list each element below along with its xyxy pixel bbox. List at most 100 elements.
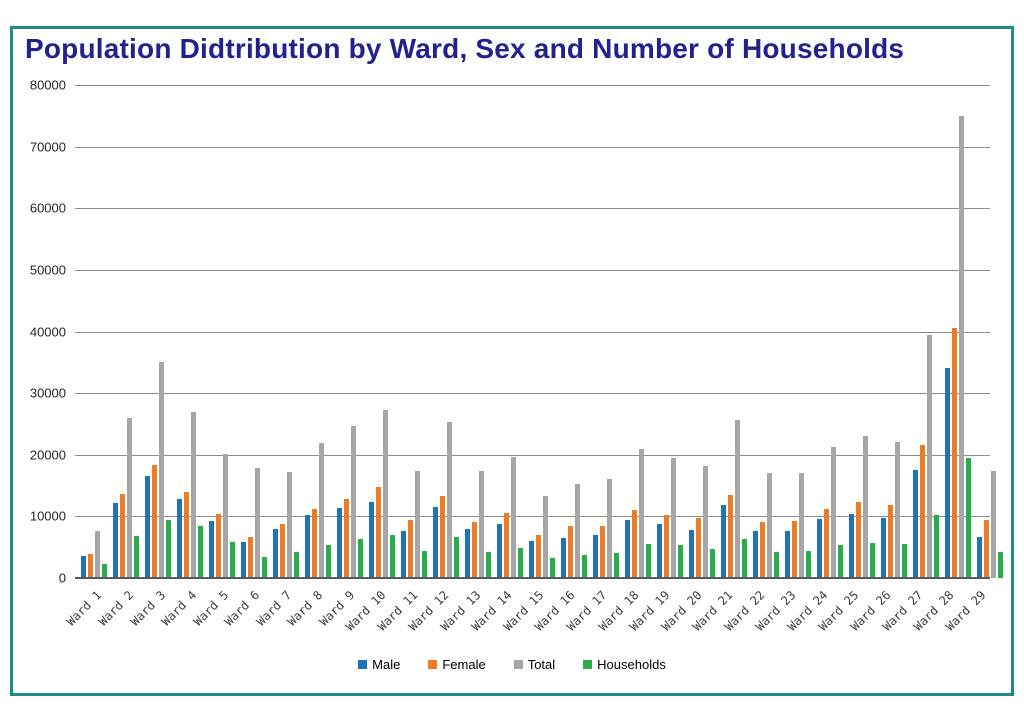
legend-item: Male: [358, 657, 400, 672]
total-bar: [255, 468, 260, 578]
female-bar: [344, 499, 349, 578]
households-bar: [134, 536, 139, 578]
y-tick-label: 0: [58, 570, 66, 586]
total-bar: [607, 479, 612, 578]
female-bar: [632, 510, 637, 578]
total-bar: [863, 436, 868, 578]
total-bar: [831, 447, 836, 578]
male-bar: [401, 531, 406, 578]
female-bar: [920, 445, 925, 578]
total-bar: [799, 473, 804, 578]
bar-series-area: [75, 85, 1003, 578]
y-tick-label: 40000: [29, 324, 66, 340]
total-bar: [735, 420, 740, 578]
total-bar: [511, 457, 516, 578]
total-bar: [383, 410, 388, 578]
male-bar: [817, 519, 822, 578]
households-bar: [678, 545, 683, 578]
total-bar: [991, 471, 996, 578]
female-bar: [664, 515, 669, 578]
female-bar: [248, 537, 253, 578]
female-bar: [184, 492, 189, 578]
households-bar: [774, 552, 779, 578]
households-bar: [454, 537, 459, 578]
bar-group: [651, 85, 683, 578]
male-bar: [273, 529, 278, 578]
households-bar: [230, 542, 235, 578]
bar-group: [555, 85, 587, 578]
bar-group: [459, 85, 491, 578]
bar-group: [939, 85, 971, 578]
male-bar: [369, 502, 374, 578]
bar-group: [75, 85, 107, 578]
bar-group: [747, 85, 779, 578]
female-bar: [472, 522, 477, 578]
male-bar: [561, 538, 566, 578]
households-bar: [422, 551, 427, 578]
legend-swatch: [583, 660, 593, 669]
legend-item: Households: [583, 657, 666, 672]
legend-label: Female: [442, 657, 486, 672]
total-bar: [287, 472, 292, 578]
x-tick-label: Ward 2: [95, 588, 137, 629]
bar-group: [427, 85, 459, 578]
households-bar: [934, 515, 939, 578]
female-bar: [504, 513, 509, 578]
households-bar: [710, 549, 715, 578]
male-bar: [625, 520, 630, 578]
female-bar: [376, 487, 381, 578]
legend-label: Male: [372, 657, 401, 672]
legend-item: Female: [428, 657, 486, 672]
bar-group: [523, 85, 555, 578]
female-bar: [728, 495, 733, 578]
male-bar: [337, 508, 342, 578]
legend-label: Total: [527, 657, 556, 672]
total-bar: [639, 449, 644, 578]
y-tick-label: 20000: [29, 447, 66, 463]
bar-group: [907, 85, 939, 578]
female-bar: [120, 494, 125, 578]
female-bar: [760, 522, 765, 578]
bar-group: [203, 85, 235, 578]
bar-group: [875, 85, 907, 578]
male-bar: [593, 535, 598, 578]
grid-line: [75, 270, 990, 271]
grid-line: [75, 208, 990, 209]
plot-area: 80000 70000 60000 50000 40000 30000 20000 10000…: [30, 78, 1003, 634]
female-bar: [280, 524, 285, 578]
y-tick-label: 70000: [29, 139, 66, 155]
legend: Male Female Total Households: [13, 657, 1011, 672]
female-bar: [216, 514, 221, 578]
x-axis: Ward 1 Ward 2 Ward 3 Ward 4 Ward 5 Ward 6 Ward…: [64, 578, 990, 644]
grid-line: [75, 332, 990, 333]
households-bar: [198, 526, 203, 578]
male-bar: [881, 518, 886, 578]
bar-group: [395, 85, 427, 578]
bar-group: [171, 85, 203, 578]
total-bar: [959, 116, 964, 578]
male-bar: [497, 524, 502, 578]
male-bar: [433, 507, 438, 578]
male-bar: [689, 530, 694, 578]
bar-group: [235, 85, 267, 578]
male-bar: [305, 515, 310, 578]
households-bar: [582, 555, 587, 578]
total-bar: [543, 496, 548, 578]
total-bar: [191, 412, 196, 578]
x-axis-line: [75, 577, 990, 579]
households-bar: [262, 557, 267, 578]
chart-title: Population Didtribution by Ward, Sex and…: [25, 33, 905, 64]
households-bar: [326, 545, 331, 578]
female-bar: [984, 520, 989, 578]
total-bar: [447, 422, 452, 578]
female-bar: [536, 535, 541, 578]
male-bar: [81, 556, 86, 578]
total-bar: [927, 335, 932, 578]
female-bar: [792, 521, 797, 578]
bar-group: [715, 85, 747, 578]
female-bar: [408, 520, 413, 578]
households-bar: [966, 458, 971, 578]
female-bar: [952, 328, 957, 578]
total-bar: [895, 442, 900, 578]
bar-group: [331, 85, 363, 578]
